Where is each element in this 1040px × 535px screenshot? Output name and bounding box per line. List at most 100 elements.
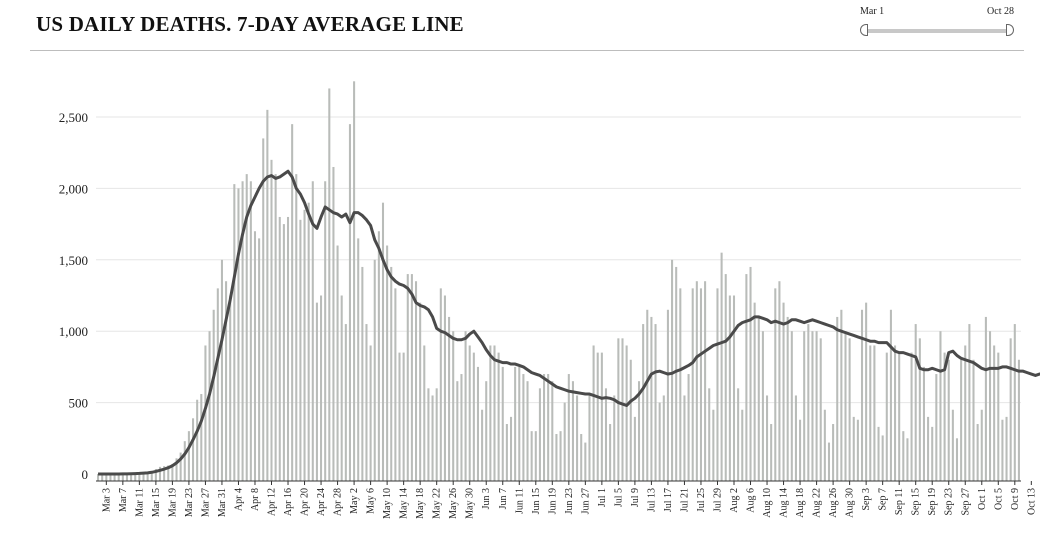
daily-bar xyxy=(1009,338,1012,481)
daily-bar xyxy=(163,466,166,481)
daily-bar xyxy=(947,359,950,481)
daily-bar xyxy=(97,474,100,481)
daily-bar xyxy=(258,238,261,481)
y-axis: 0 500 1,000 1,500 2,000 2,500 xyxy=(59,110,88,482)
daily-bar xyxy=(951,409,954,481)
x-tick-label: Aug 30 xyxy=(845,488,856,518)
daily-bar xyxy=(472,352,475,481)
daily-bar xyxy=(476,366,479,481)
daily-bar xyxy=(683,395,686,481)
daily-bar xyxy=(918,338,921,481)
x-tick-label: Sep 19 xyxy=(927,488,938,516)
x-tick-label: Apr 12 xyxy=(267,488,278,516)
daily-bar xyxy=(452,331,455,481)
daily-bar xyxy=(200,394,203,481)
daily-bar xyxy=(311,181,314,481)
x-tick-label: Oct 5 xyxy=(993,488,1004,510)
x-tick-label: Mar 23 xyxy=(184,488,195,517)
daily-bar xyxy=(708,388,711,481)
daily-bar xyxy=(650,316,653,481)
range-end-handle[interactable] xyxy=(1006,24,1014,36)
daily-bar xyxy=(807,324,810,481)
daily-bar xyxy=(336,245,339,481)
daily-bar xyxy=(968,324,971,481)
daily-bar xyxy=(906,438,909,481)
daily-bar xyxy=(518,366,521,481)
daily-bar xyxy=(889,309,892,481)
x-tick-label: May 18 xyxy=(415,488,426,519)
x-tick-label: Jul 9 xyxy=(630,488,641,507)
daily-bar xyxy=(1001,419,1004,481)
range-start-handle[interactable] xyxy=(860,24,868,36)
x-tick-label: Jun 27 xyxy=(580,488,591,514)
x-tick-label: Sep 23 xyxy=(944,488,955,516)
daily-bars xyxy=(97,81,1020,482)
daily-bar xyxy=(220,259,223,481)
daily-bar xyxy=(439,288,442,481)
x-tick-label: Jul 21 xyxy=(679,488,690,512)
daily-bar xyxy=(105,474,108,481)
daily-bar xyxy=(815,331,818,481)
daily-bar xyxy=(633,416,636,481)
daily-bar xyxy=(121,473,124,481)
daily-bar xyxy=(699,288,702,481)
x-tick-label: Jul 25 xyxy=(696,488,707,512)
x-tick-label: Aug 18 xyxy=(795,488,806,518)
daily-bar xyxy=(799,419,802,481)
daily-bar xyxy=(249,181,252,481)
daily-bar xyxy=(320,295,323,481)
range-track[interactable] xyxy=(866,29,1008,33)
daily-bar xyxy=(749,266,752,481)
x-tick-label: Jun 3 xyxy=(481,488,492,509)
daily-bar xyxy=(204,345,207,481)
daily-bar xyxy=(216,288,219,481)
y-tick-label: 0 xyxy=(82,467,89,482)
daily-bar xyxy=(600,352,603,481)
daily-bar xyxy=(187,431,190,481)
daily-bar xyxy=(658,402,661,481)
daily-bar xyxy=(964,345,967,481)
daily-bar xyxy=(745,274,748,481)
x-tick-label: Sep 3 xyxy=(861,488,872,511)
daily-bar xyxy=(852,416,855,481)
daily-bar xyxy=(307,202,310,481)
daily-bar xyxy=(448,316,451,481)
header-divider xyxy=(30,50,1024,51)
daily-bar xyxy=(832,424,835,481)
daily-bar xyxy=(732,295,736,481)
daily-bar xyxy=(113,474,116,481)
daily-bar xyxy=(629,359,632,481)
daily-bar xyxy=(993,345,996,481)
daily-bar xyxy=(171,464,174,481)
x-tick-label: Jul 5 xyxy=(613,488,624,507)
daily-bar xyxy=(468,345,471,481)
x-tick-label: Mar 7 xyxy=(118,488,129,512)
daily-bar xyxy=(282,224,285,481)
x-tick-label: May 14 xyxy=(399,488,410,519)
date-range-slider[interactable]: Mar 1 Oct 28 xyxy=(858,6,1016,42)
daily-bar xyxy=(989,331,992,481)
daily-bar xyxy=(138,473,141,481)
x-tick-label: Sep 15 xyxy=(911,488,922,516)
daily-bar xyxy=(856,419,859,481)
x-tick-label: Aug 6 xyxy=(746,488,757,513)
x-tick-label: May 6 xyxy=(366,488,377,514)
x-tick-label: Mar 15 xyxy=(151,488,162,517)
daily-bar xyxy=(431,395,434,481)
daily-bar xyxy=(340,295,343,481)
x-tick-label: Jun 7 xyxy=(498,488,509,509)
daily-bar xyxy=(811,331,814,481)
daily-bar xyxy=(534,431,537,481)
daily-bar xyxy=(654,324,657,481)
daily-bar xyxy=(571,381,574,481)
daily-bar xyxy=(976,424,979,481)
daily-bar xyxy=(931,426,934,481)
daily-bar xyxy=(493,345,496,481)
daily-bar xyxy=(278,216,281,481)
daily-bar xyxy=(885,352,888,481)
daily-bar xyxy=(229,295,232,481)
daily-bar xyxy=(315,302,318,481)
x-tick-label: Apr 4 xyxy=(233,488,244,511)
daily-bar xyxy=(158,466,162,481)
daily-bar xyxy=(262,138,265,482)
